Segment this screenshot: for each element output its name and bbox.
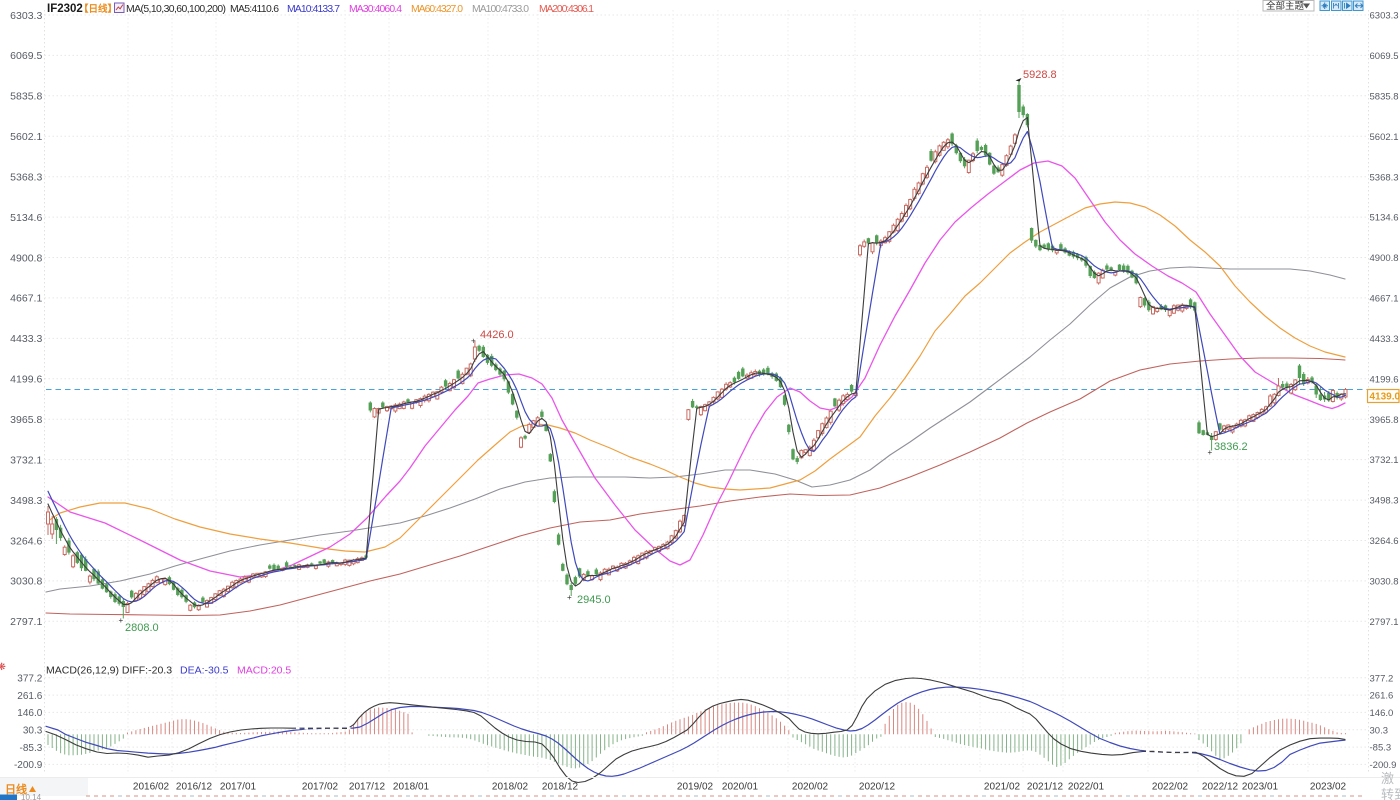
svg-text:MA200:4306.1: MA200:4306.1: [539, 4, 594, 15]
svg-text:2945.0: 2945.0: [577, 594, 611, 606]
svg-text:5928.8: 5928.8: [1023, 69, 1057, 81]
svg-text:377.2: 377.2: [17, 674, 42, 685]
svg-text:2023/01: 2023/01: [1242, 782, 1279, 793]
svg-text:3965.8: 3965.8: [10, 414, 42, 426]
svg-text:4199.6: 4199.6: [10, 374, 42, 386]
svg-text:2022/02: 2022/02: [1152, 782, 1189, 793]
svg-text:5368.3: 5368.3: [1370, 172, 1399, 183]
svg-text:146.0: 146.0: [17, 708, 42, 719]
svg-text:+: +: [119, 616, 124, 625]
svg-text:2022/12: 2022/12: [1202, 782, 1239, 793]
svg-text:+: +: [1208, 448, 1213, 457]
svg-text:3030.8: 3030.8: [10, 576, 42, 588]
svg-text:2797.1: 2797.1: [10, 616, 42, 628]
svg-text:2797.1: 2797.1: [1370, 617, 1399, 628]
svg-text:4433.3: 4433.3: [1370, 334, 1399, 345]
svg-text:MA100:4733.0: MA100:4733.0: [472, 4, 529, 15]
svg-text:5835.8: 5835.8: [1370, 91, 1399, 102]
svg-text:-85.3: -85.3: [20, 743, 43, 754]
svg-text:4139.0: 4139.0: [1370, 392, 1400, 403]
svg-text:4667.1: 4667.1: [1370, 294, 1399, 305]
svg-text:5134.6: 5134.6: [1370, 213, 1399, 224]
svg-text:3030.8: 3030.8: [1370, 577, 1399, 588]
svg-text:MACD:20.5: MACD:20.5: [237, 665, 291, 677]
svg-text:6303.3: 6303.3: [10, 10, 42, 22]
svg-text:MA60:4327.0: MA60:4327.0: [411, 4, 463, 15]
svg-text:3836.2: 3836.2: [1214, 441, 1248, 453]
svg-text:3264.6: 3264.6: [10, 535, 42, 547]
svg-text:3498.3: 3498.3: [1370, 496, 1399, 507]
svg-text:3732.1: 3732.1: [1370, 455, 1399, 466]
svg-text:3732.1: 3732.1: [10, 454, 42, 466]
svg-text:2017/02: 2017/02: [302, 782, 339, 793]
svg-text:2023/02: 2023/02: [1310, 782, 1347, 793]
svg-text:4433.3: 4433.3: [10, 333, 42, 345]
svg-text:5602.1: 5602.1: [10, 131, 42, 143]
svg-text:3965.8: 3965.8: [1370, 415, 1399, 426]
svg-text:2016/02: 2016/02: [133, 782, 170, 793]
svg-text:5368.3: 5368.3: [10, 172, 42, 184]
svg-text:6069.5: 6069.5: [10, 50, 42, 62]
svg-text:261.6: 261.6: [17, 691, 42, 702]
svg-text:10.14: 10.14: [21, 793, 42, 800]
svg-text:5602.1: 5602.1: [1370, 132, 1399, 143]
svg-text:IF2302: IF2302: [47, 3, 83, 15]
svg-text:-200.9: -200.9: [1370, 760, 1397, 771]
svg-text:2020/02: 2020/02: [792, 782, 829, 793]
svg-text:2021/12: 2021/12: [1027, 782, 1064, 793]
svg-text:转到: 转到: [1381, 787, 1400, 800]
svg-text:+: +: [471, 337, 476, 346]
svg-text:4426.0: 4426.0: [480, 329, 514, 341]
svg-text:2020/01: 2020/01: [722, 782, 759, 793]
svg-text:2808.0: 2808.0: [125, 622, 159, 634]
svg-text:2019/02: 2019/02: [677, 782, 714, 793]
svg-text:MA5:4110.6: MA5:4110.6: [230, 4, 279, 15]
svg-text:2018/12: 2018/12: [542, 782, 579, 793]
svg-text:DEA:-30.5: DEA:-30.5: [180, 665, 229, 677]
svg-text:4199.6: 4199.6: [1370, 374, 1399, 385]
svg-text:2018/02: 2018/02: [492, 782, 529, 793]
svg-text:-200.9: -200.9: [14, 760, 43, 771]
svg-text:146.0: 146.0: [1370, 708, 1394, 719]
svg-text:30.3: 30.3: [1370, 725, 1389, 736]
svg-text:6303.3: 6303.3: [1370, 11, 1399, 22]
svg-text:2016/12: 2016/12: [176, 782, 213, 793]
svg-text:3498.3: 3498.3: [10, 495, 42, 507]
svg-text:全部主题: 全部主题: [1266, 0, 1305, 12]
svg-text:2022/01: 2022/01: [1068, 782, 1105, 793]
svg-text:2021/02: 2021/02: [984, 782, 1021, 793]
svg-text:5835.8: 5835.8: [10, 91, 42, 103]
svg-text:2017/01: 2017/01: [220, 782, 257, 793]
svg-text:261.6: 261.6: [1370, 691, 1394, 702]
svg-text:377.2: 377.2: [1370, 673, 1394, 684]
svg-text:MA10:4133.7: MA10:4133.7: [287, 4, 340, 15]
svg-text:2018/01: 2018/01: [393, 782, 430, 793]
svg-text:4667.1: 4667.1: [10, 293, 42, 305]
svg-text:4900.8: 4900.8: [10, 252, 42, 264]
svg-text:3264.6: 3264.6: [1370, 536, 1399, 547]
svg-text:【日线】: 【日线】: [79, 3, 117, 15]
svg-text:MA(5,10,30,60,100,200): MA(5,10,30,60,100,200): [126, 4, 226, 15]
svg-text:30.3: 30.3: [23, 726, 43, 737]
svg-text:❋: ❋: [0, 662, 6, 673]
svg-text:4900.8: 4900.8: [1370, 253, 1399, 264]
svg-text:MACD(26,12,9) DIFF:-20.3: MACD(26,12,9) DIFF:-20.3: [46, 665, 172, 677]
svg-text:2017/12: 2017/12: [349, 782, 386, 793]
svg-text:2020/12: 2020/12: [859, 782, 896, 793]
svg-text:+: +: [567, 593, 572, 602]
svg-text:激: 激: [1381, 771, 1394, 786]
svg-text:5134.6: 5134.6: [10, 212, 42, 224]
svg-text:MA30:4060.4: MA30:4060.4: [349, 4, 402, 15]
svg-text:6069.5: 6069.5: [1370, 51, 1399, 62]
svg-text:日线: 日线: [5, 782, 27, 796]
svg-text:-85.3: -85.3: [1370, 743, 1392, 754]
